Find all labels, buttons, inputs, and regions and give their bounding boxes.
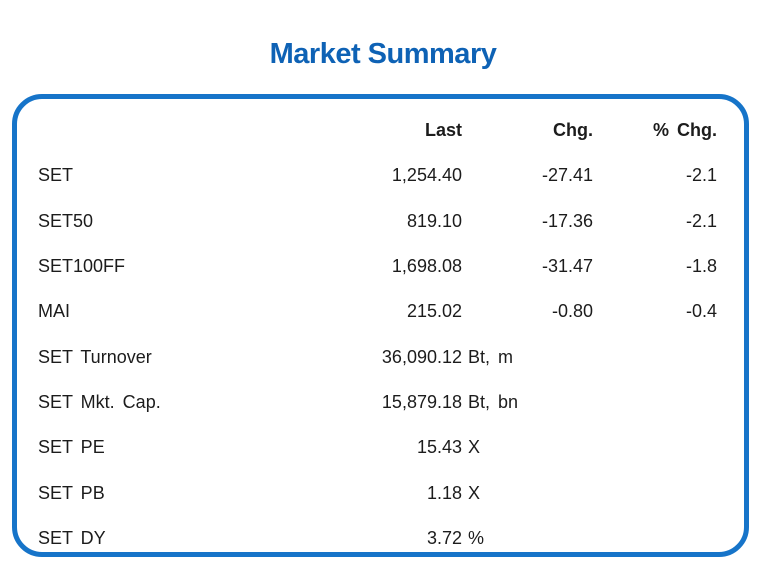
last-value: 1,254.40: [391, 165, 462, 186]
last-value: 15,879.18: [381, 391, 462, 412]
chg-value: -17.36: [541, 210, 593, 231]
row-label: SET: [38, 165, 74, 186]
header-last: Last: [424, 120, 462, 141]
market-summary-table: Last Chg. % Chg. SET 1,254.40 -27.41 -2.…: [17, 99, 744, 561]
last-value: 15.43: [416, 437, 462, 458]
unit-label: Bt, m: [468, 346, 514, 367]
chg-value: -0.80: [551, 301, 593, 322]
unit-label: %: [468, 527, 485, 548]
pct-value: -1.8: [685, 256, 717, 277]
last-value: 819.10: [406, 210, 462, 231]
pct-value: -2.1: [685, 210, 717, 231]
page-title: Market Summary: [269, 38, 497, 70]
row-label: SET Turnover: [38, 346, 152, 367]
table-row-mai: MAI 215.02 -0.80 -0.4: [38, 289, 744, 334]
row-label: MAI: [38, 301, 71, 322]
table-row-set-turnover: SET Turnover 36,090.12 Bt, m: [38, 334, 744, 379]
chg-value: -27.41: [541, 165, 593, 186]
row-label: SET DY: [38, 527, 106, 548]
last-value: 3.72: [426, 527, 462, 548]
table-header-row: Last Chg. % Chg.: [38, 108, 744, 153]
pct-value: -0.4: [685, 301, 717, 322]
table-row-set50: SET50 819.10 -17.36 -2.1: [38, 199, 744, 244]
row-label: SET PE: [38, 437, 105, 458]
row-label: SET50: [38, 210, 94, 231]
unit-label: X: [468, 437, 481, 458]
table-row-set-pe: SET PE 15.43 X: [38, 425, 744, 470]
last-value: 1.18: [426, 482, 462, 503]
table-row-set-pb: SET PB 1.18 X: [38, 470, 744, 515]
chg-value: -31.47: [541, 256, 593, 277]
table-row-set-mkt-cap: SET Mkt. Cap. 15,879.18 Bt, bn: [38, 380, 744, 425]
last-value: 36,090.12: [381, 346, 462, 367]
row-label: SET PB: [38, 482, 105, 503]
table-row-set100ff: SET100FF 1,698.08 -31.47 -1.8: [38, 244, 744, 289]
table-row-set: SET 1,254.40 -27.41 -2.1: [38, 153, 744, 198]
unit-label: Bt, bn: [468, 391, 519, 412]
row-label: SET Mkt. Cap.: [38, 391, 161, 412]
row-label: SET100FF: [38, 256, 126, 277]
unit-label: X: [468, 482, 481, 503]
last-value: 1,698.08: [391, 256, 462, 277]
market-summary-panel: Last Chg. % Chg. SET 1,254.40 -27.41 -2.…: [12, 94, 749, 557]
table-row-set-dy: SET DY 3.72 %: [38, 516, 744, 561]
last-value: 215.02: [406, 301, 462, 322]
header-pct-chg: % Chg.: [653, 120, 717, 141]
header-chg: Chg.: [553, 120, 593, 141]
pct-value: -2.1: [685, 165, 717, 186]
